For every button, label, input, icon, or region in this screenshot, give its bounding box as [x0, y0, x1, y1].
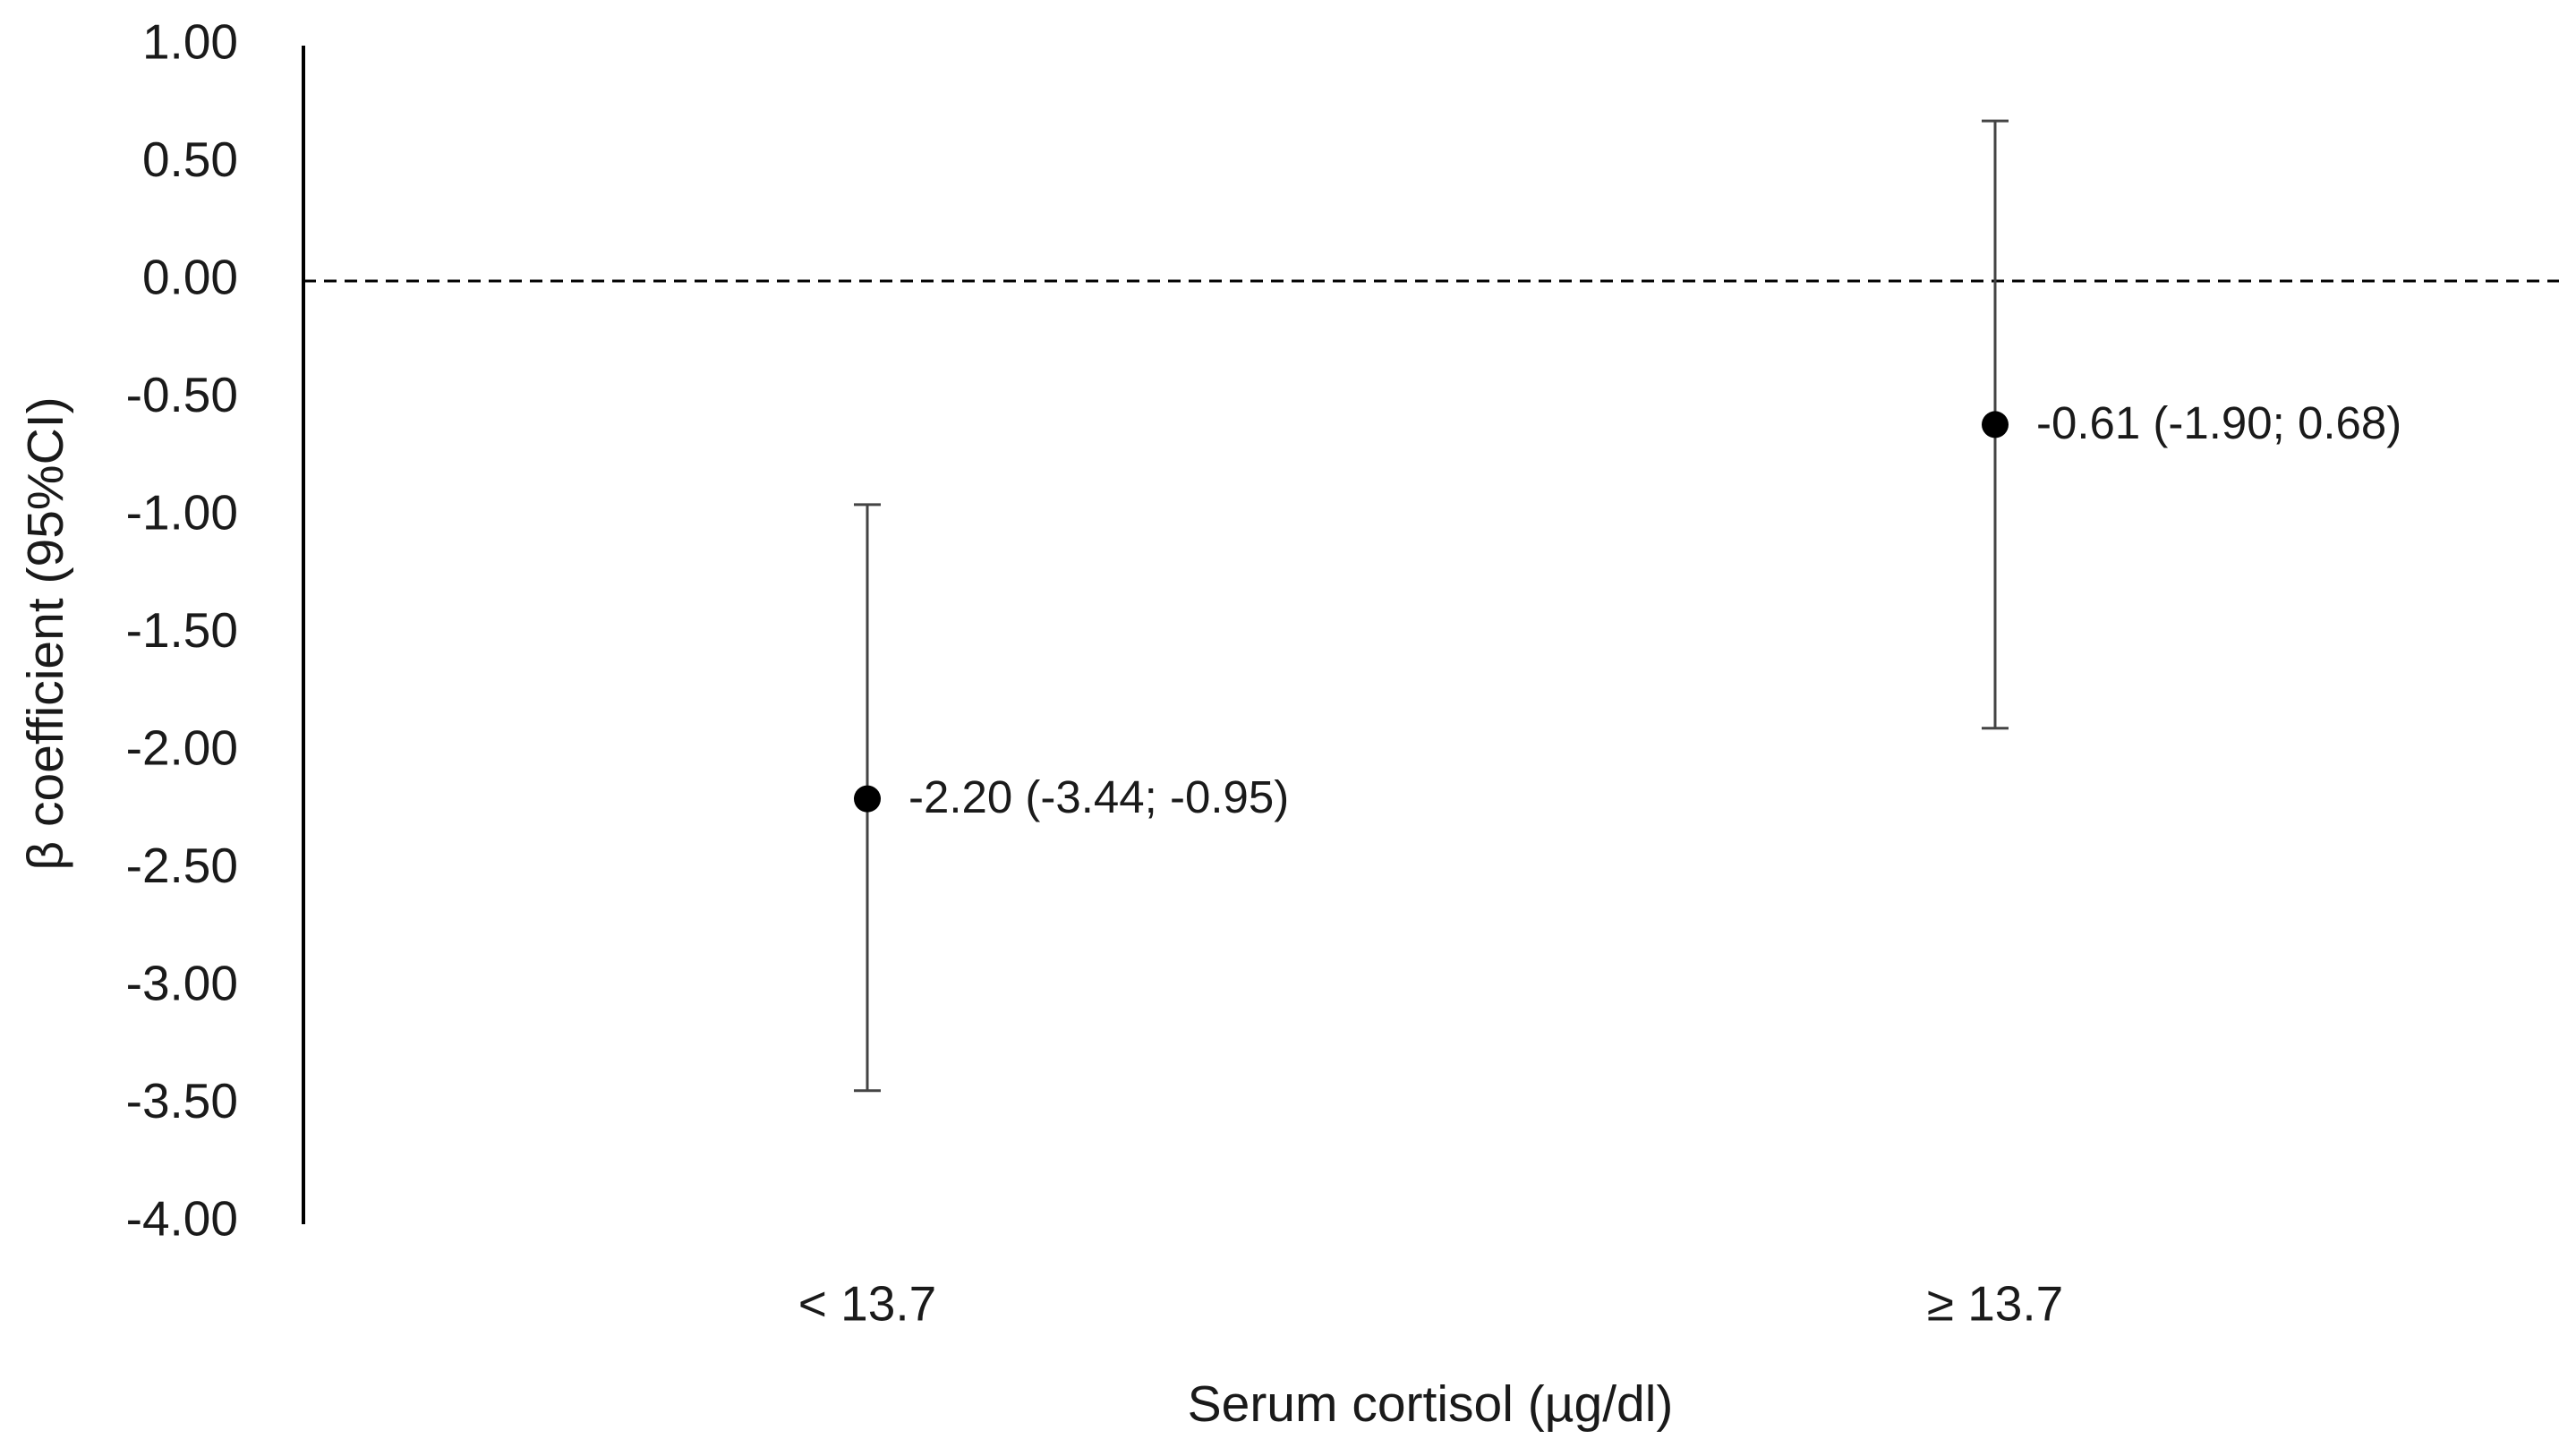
data-label: -2.20 (-3.44; -0.95) [908, 771, 1289, 822]
y-tick-label: 0.50 [142, 132, 238, 187]
y-tick-label: -3.00 [126, 956, 238, 1011]
y-tick-label: -1.00 [126, 485, 238, 541]
x-tick-label: ≥ 13.7 [1927, 1276, 2064, 1332]
point [854, 785, 881, 813]
x-axis-title: Serum cortisol (µg/dl) [1188, 1375, 1674, 1433]
y-tick-label: -4.00 [126, 1191, 238, 1247]
y-tick-label: -1.50 [126, 602, 238, 658]
y-tick-label: -2.00 [126, 720, 238, 776]
y-tick-label: -3.50 [126, 1073, 238, 1128]
y-tick-label: 1.00 [142, 14, 238, 70]
data-label: -0.61 (-1.90; 0.68) [2036, 397, 2401, 448]
y-tick-label: -2.50 [126, 838, 238, 893]
y-tick-label: 0.00 [142, 250, 238, 305]
y-tick-label: -0.50 [126, 367, 238, 422]
x-tick-label: < 13.7 [798, 1276, 936, 1332]
y-axis-title: β coefficient (95%CI) [17, 396, 74, 870]
point [1982, 411, 2009, 439]
